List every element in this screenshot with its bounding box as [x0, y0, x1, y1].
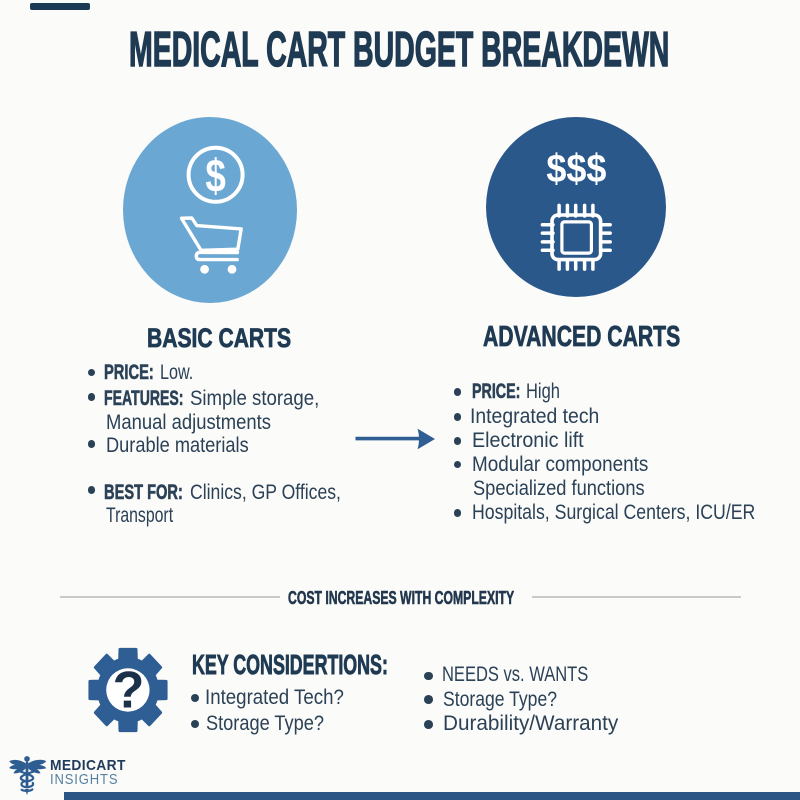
svg-text:$$$: $$$: [546, 147, 606, 191]
svg-text:$: $: [205, 150, 225, 202]
svg-text:?: ?: [113, 662, 145, 720]
